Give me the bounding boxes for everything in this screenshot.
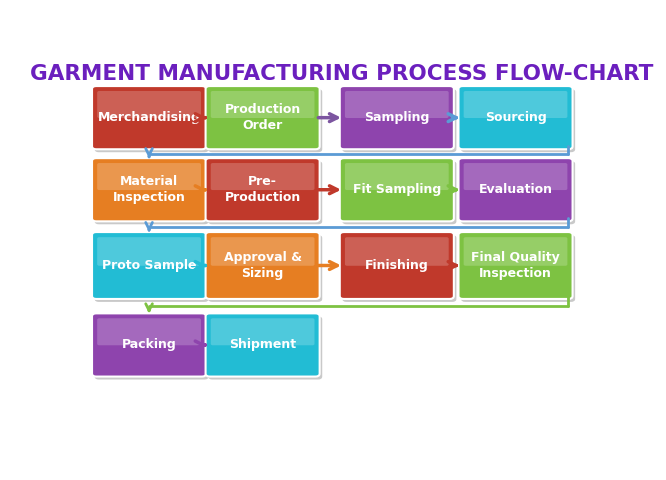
FancyBboxPatch shape [342, 235, 456, 302]
FancyBboxPatch shape [464, 91, 567, 118]
FancyBboxPatch shape [206, 232, 320, 299]
Text: Sourcing: Sourcing [485, 111, 546, 124]
FancyBboxPatch shape [342, 89, 456, 152]
FancyBboxPatch shape [345, 163, 449, 190]
Text: Evaluation: Evaluation [479, 183, 553, 196]
Text: Approval &
Sizing: Approval & Sizing [224, 251, 302, 280]
FancyBboxPatch shape [206, 86, 320, 149]
FancyBboxPatch shape [461, 89, 575, 152]
FancyBboxPatch shape [97, 91, 201, 118]
Text: Production
Order: Production Order [224, 103, 301, 132]
Text: Finishing: Finishing [365, 259, 429, 272]
FancyBboxPatch shape [210, 91, 314, 118]
FancyBboxPatch shape [206, 313, 320, 377]
FancyBboxPatch shape [458, 232, 573, 299]
FancyBboxPatch shape [464, 237, 567, 266]
FancyBboxPatch shape [210, 237, 314, 266]
Text: Fit Sampling: Fit Sampling [353, 183, 441, 196]
FancyBboxPatch shape [458, 86, 573, 149]
FancyBboxPatch shape [92, 158, 206, 221]
FancyBboxPatch shape [345, 91, 449, 118]
FancyBboxPatch shape [342, 161, 456, 224]
Text: Sampling: Sampling [364, 111, 430, 124]
FancyBboxPatch shape [345, 237, 449, 266]
FancyBboxPatch shape [92, 232, 206, 299]
Text: Material
Inspection: Material Inspection [113, 175, 186, 204]
FancyBboxPatch shape [208, 316, 322, 380]
FancyBboxPatch shape [340, 232, 454, 299]
FancyBboxPatch shape [92, 313, 206, 377]
Text: Pre-
Production: Pre- Production [224, 175, 301, 204]
FancyBboxPatch shape [461, 235, 575, 302]
Text: Proto Sample: Proto Sample [102, 259, 196, 272]
FancyBboxPatch shape [92, 86, 206, 149]
Text: Packing: Packing [122, 338, 176, 351]
FancyBboxPatch shape [97, 237, 201, 266]
Text: Shipment: Shipment [229, 338, 296, 351]
FancyBboxPatch shape [210, 163, 314, 190]
FancyBboxPatch shape [458, 158, 573, 221]
FancyBboxPatch shape [208, 161, 322, 224]
FancyBboxPatch shape [464, 163, 567, 190]
FancyBboxPatch shape [210, 318, 314, 345]
Text: Merchandising: Merchandising [98, 111, 200, 124]
FancyBboxPatch shape [95, 89, 208, 152]
FancyBboxPatch shape [97, 318, 201, 345]
FancyBboxPatch shape [461, 161, 575, 224]
FancyBboxPatch shape [340, 158, 454, 221]
FancyBboxPatch shape [208, 89, 322, 152]
FancyBboxPatch shape [95, 235, 208, 302]
FancyBboxPatch shape [95, 161, 208, 224]
Text: GARMENT MANUFACTURING PROCESS FLOW-CHART: GARMENT MANUFACTURING PROCESS FLOW-CHART [30, 64, 653, 84]
FancyBboxPatch shape [97, 163, 201, 190]
Text: Final Quality
Inspection: Final Quality Inspection [471, 251, 560, 280]
FancyBboxPatch shape [340, 86, 454, 149]
FancyBboxPatch shape [208, 235, 322, 302]
FancyBboxPatch shape [95, 316, 208, 380]
FancyBboxPatch shape [206, 158, 320, 221]
